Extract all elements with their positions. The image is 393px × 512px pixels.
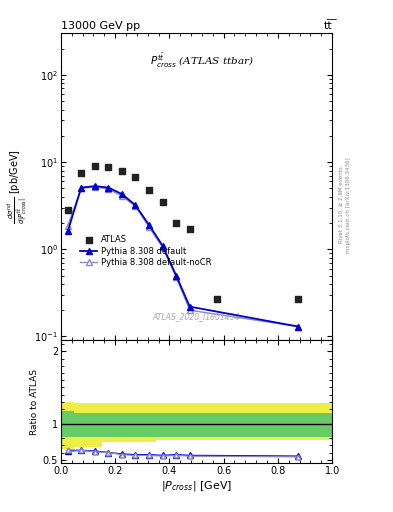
Pythia 8.308 default-noCR xyxy=(187,307,192,313)
ATLAS xyxy=(78,169,84,177)
ATLAS xyxy=(187,225,193,233)
X-axis label: $|P_{cross}|$ [GeV]: $|P_{cross}|$ [GeV] xyxy=(161,479,232,493)
Pythia 8.308 default xyxy=(106,184,111,190)
Legend: ATLAS, Pythia 8.308 default, Pythia 8.308 default-noCR: ATLAS, Pythia 8.308 default, Pythia 8.30… xyxy=(79,233,213,269)
Pythia 8.308 default-noCR xyxy=(119,193,124,199)
Pythia 8.308 default-noCR xyxy=(92,184,97,190)
Pythia 8.308 default xyxy=(92,183,97,189)
ATLAS xyxy=(214,295,220,303)
ATLAS xyxy=(295,295,301,303)
Pythia 8.308 default xyxy=(133,202,138,208)
Y-axis label: Ratio to ATLAS: Ratio to ATLAS xyxy=(29,369,39,435)
Text: mcplots.cern.ch [arXiv:1306.3436]: mcplots.cern.ch [arXiv:1306.3436] xyxy=(346,157,351,252)
Pythia 8.308 default-noCR xyxy=(79,185,84,191)
Text: ATLAS_2020_I1801434: ATLAS_2020_I1801434 xyxy=(153,312,240,321)
ATLAS xyxy=(119,167,125,176)
Text: tt͞: tt͞ xyxy=(323,21,332,31)
Pythia 8.308 default-noCR xyxy=(296,324,301,330)
Pythia 8.308 default-noCR xyxy=(147,224,151,230)
Pythia 8.308 default-noCR xyxy=(174,274,178,280)
ATLAS xyxy=(105,163,112,171)
Text: Rivet 3.1.10, ≥ 2.8M events: Rivet 3.1.10, ≥ 2.8M events xyxy=(339,166,344,243)
Pythia 8.308 default-noCR xyxy=(106,186,111,192)
Line: Pythia 8.308 default-noCR: Pythia 8.308 default-noCR xyxy=(65,184,301,329)
ATLAS xyxy=(132,173,139,181)
Text: $P^{t\bar{t}}_{cross}$ (ATLAS ttbar): $P^{t\bar{t}}_{cross}$ (ATLAS ttbar) xyxy=(150,52,254,70)
ATLAS xyxy=(160,198,166,206)
Line: Pythia 8.308 default: Pythia 8.308 default xyxy=(64,183,301,330)
Pythia 8.308 default-noCR xyxy=(65,223,70,229)
Pythia 8.308 default xyxy=(119,191,124,197)
ATLAS xyxy=(92,162,98,170)
Pythia 8.308 default xyxy=(160,243,165,249)
Pythia 8.308 default xyxy=(79,184,84,190)
Pythia 8.308 default xyxy=(187,304,192,310)
Text: 13000 GeV pp: 13000 GeV pp xyxy=(61,21,140,31)
Pythia 8.308 default-noCR xyxy=(133,203,138,209)
Pythia 8.308 default xyxy=(65,228,70,234)
Pythia 8.308 default xyxy=(296,324,301,330)
ATLAS xyxy=(146,186,152,194)
ATLAS xyxy=(64,206,71,215)
Pythia 8.308 default-noCR xyxy=(160,244,165,250)
Pythia 8.308 default xyxy=(174,272,178,279)
ATLAS xyxy=(173,219,179,227)
Pythia 8.308 default xyxy=(147,222,151,228)
Y-axis label: $\frac{d\sigma^{nd}}{d|P^{t\bar{t}}_{cross}|}$ [pb/GeV]: $\frac{d\sigma^{nd}}{d|P^{t\bar{t}}_{cro… xyxy=(6,150,30,224)
